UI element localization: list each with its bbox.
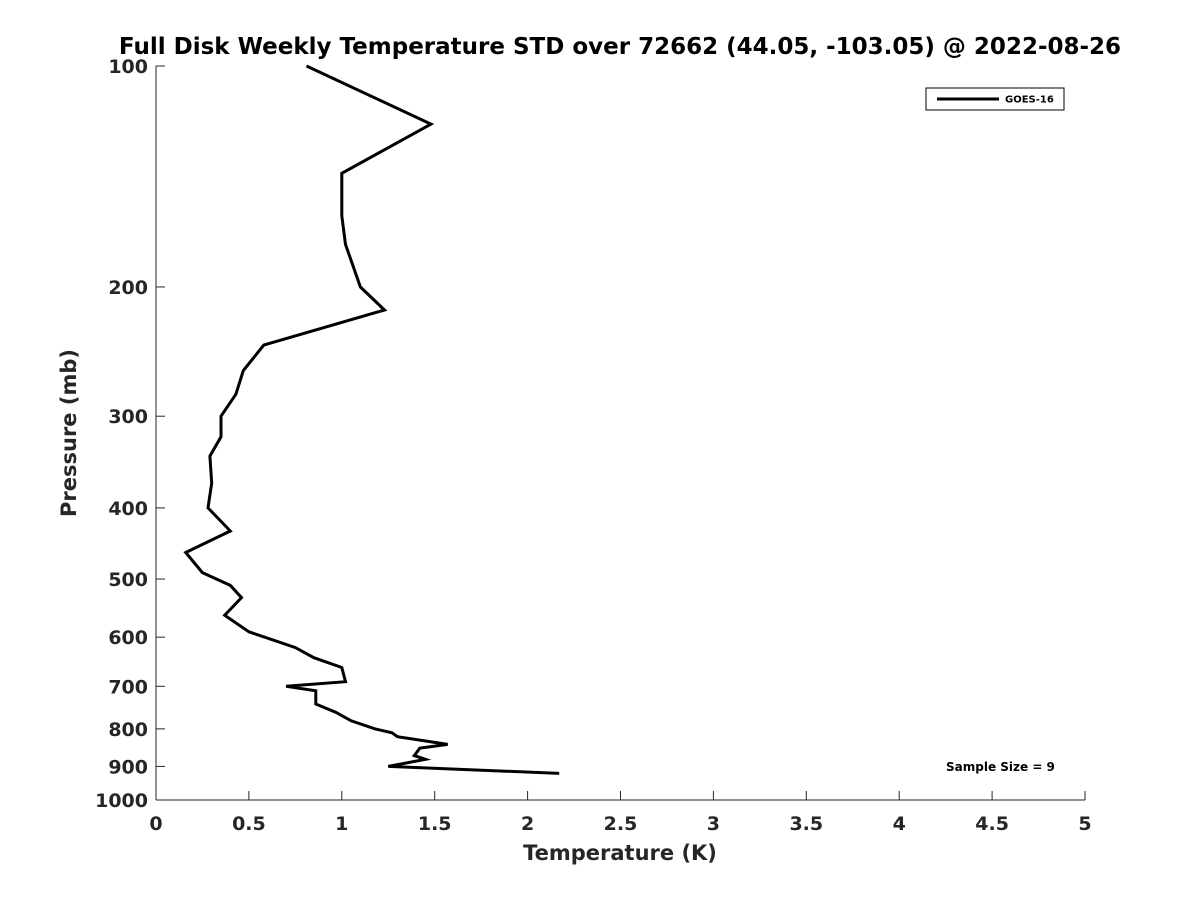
y-tick-label: 1000 bbox=[95, 790, 148, 812]
legend-label: GOES-16 bbox=[1005, 95, 1054, 106]
y-axis-label: Pressure (mb) bbox=[57, 349, 81, 517]
x-tick-label: 4.5 bbox=[975, 813, 1009, 835]
y-tick-label: 400 bbox=[108, 498, 148, 520]
sample-size-annotation: Sample Size = 9 bbox=[946, 760, 1055, 774]
y-tick-label: 300 bbox=[108, 406, 148, 428]
y-tick-label: 200 bbox=[108, 277, 148, 299]
x-tick-label: 0 bbox=[149, 813, 162, 835]
x-tick-label: 4 bbox=[893, 813, 906, 835]
series-layer bbox=[183, 64, 560, 775]
x-tick-label: 1.5 bbox=[418, 813, 452, 835]
y-axis-ticks: 100 200 300 400 500 600 700 800 900 1000 bbox=[95, 56, 165, 812]
x-tick-label: 0.5 bbox=[232, 813, 266, 835]
y-tick-label: 600 bbox=[108, 627, 148, 649]
x-tick-label: 2.5 bbox=[604, 813, 638, 835]
x-tick-label: 1 bbox=[335, 813, 348, 835]
legend: GOES-16 bbox=[925, 87, 1065, 111]
y-tick-label: 800 bbox=[108, 719, 148, 741]
x-tick-label: 5 bbox=[1078, 813, 1091, 835]
x-axis-label: Temperature (K) bbox=[523, 841, 717, 865]
y-tick-label: 700 bbox=[108, 676, 148, 698]
y-tick-label: 100 bbox=[108, 56, 148, 78]
y-tick-label: 900 bbox=[108, 756, 148, 778]
y-tick-label: 500 bbox=[108, 569, 148, 591]
plot-axes bbox=[155, 66, 1085, 801]
chart-title: Full Disk Weekly Temperature STD over 72… bbox=[119, 34, 1121, 60]
x-tick-label: 3.5 bbox=[789, 813, 823, 835]
x-tick-label: 3 bbox=[707, 813, 720, 835]
series-line-goes-16 bbox=[183, 64, 560, 775]
x-tick-label: 2 bbox=[521, 813, 534, 835]
x-axis-ticks: 0 0.5 1 1.5 2 2.5 3 3.5 4 4.5 5 bbox=[149, 791, 1092, 835]
